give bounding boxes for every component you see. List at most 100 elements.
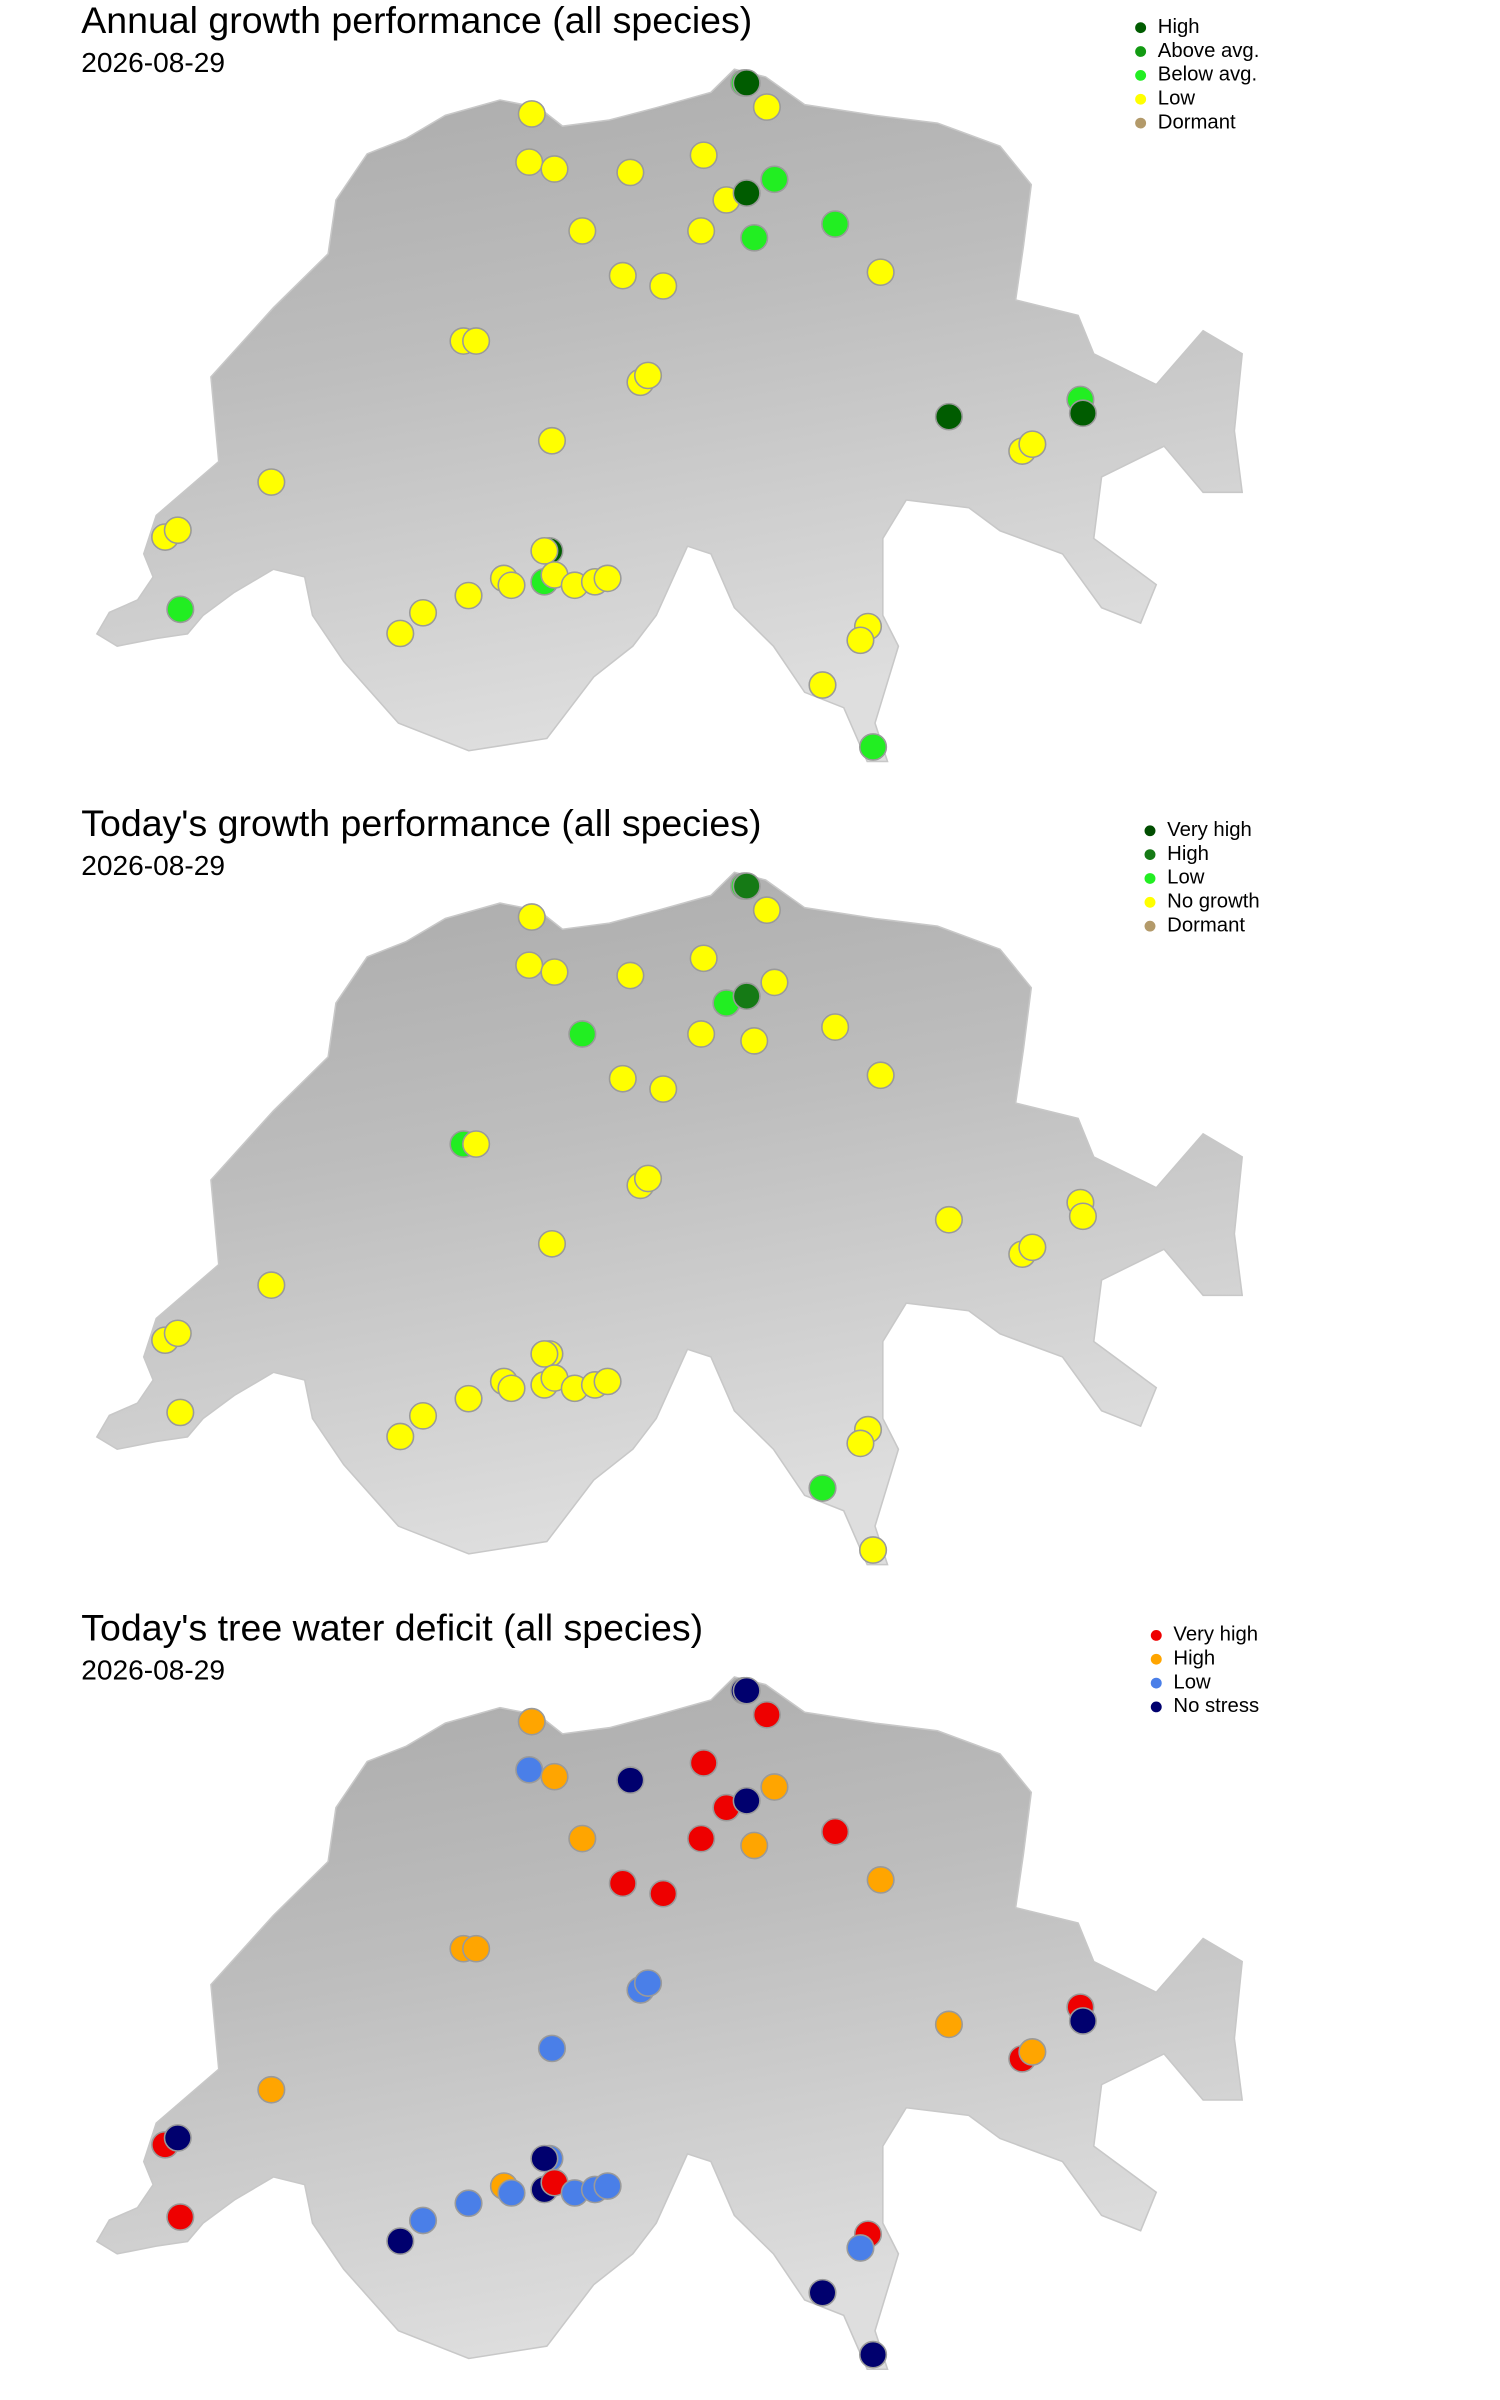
legend-label: Above avg.	[1158, 40, 1260, 62]
station-point	[649, 1075, 678, 1103]
legend-label: Low	[1158, 88, 1196, 110]
legend-label: No growth	[1167, 891, 1260, 913]
station-point	[515, 951, 544, 980]
station-point	[593, 1367, 622, 1396]
station-point	[846, 2234, 875, 2262]
legend-swatch	[1150, 1653, 1162, 1665]
legend-swatch	[1150, 1701, 1162, 1713]
station-point	[608, 1064, 637, 1093]
station-point	[740, 1027, 769, 1055]
station-point	[537, 1230, 567, 1258]
station-point	[808, 2278, 837, 2307]
station-point	[821, 1013, 850, 1041]
station-point	[649, 1879, 678, 1908]
station-point	[540, 155, 569, 183]
legend-label: Dormant	[1158, 111, 1236, 133]
legend-swatch	[1135, 93, 1147, 105]
station-point	[537, 2034, 567, 2063]
station-point	[408, 598, 438, 627]
station-point	[846, 1429, 875, 1458]
station-point	[866, 258, 895, 287]
station-point	[687, 217, 716, 245]
station-point	[408, 1402, 438, 1430]
station-point	[732, 1786, 761, 1815]
legend-swatch	[1144, 896, 1156, 908]
station-point	[462, 1130, 491, 1158]
station-point	[633, 1969, 663, 1997]
station-point	[633, 1164, 663, 1193]
legend-swatch	[1135, 70, 1147, 81]
legend-swatch	[1135, 117, 1147, 129]
legend-swatch	[1135, 46, 1147, 57]
station-point	[1068, 399, 1097, 428]
station-point	[530, 537, 559, 565]
map-date: 2026-08-29	[81, 47, 225, 78]
station-point	[934, 402, 963, 431]
station-point	[1018, 430, 1047, 459]
station-point	[163, 2124, 192, 2152]
station-point	[386, 619, 415, 648]
station-point	[386, 2227, 415, 2255]
station-point	[517, 100, 546, 128]
station-point	[732, 179, 761, 207]
station-point	[752, 896, 781, 924]
station-point	[859, 733, 888, 761]
station-point	[408, 2206, 438, 2235]
station-point	[257, 2075, 286, 2104]
map-title: Today's tree water deficit (all species)	[81, 1607, 703, 1649]
station-point	[163, 516, 192, 545]
station-point	[454, 581, 483, 610]
legend-swatch	[1144, 873, 1156, 884]
map-title: Annual growth performance (all species)	[81, 0, 752, 41]
station-point	[616, 961, 645, 990]
legend-label: Very high	[1173, 1624, 1258, 1646]
station-point	[732, 1676, 761, 1705]
station-point	[821, 210, 850, 238]
station-point	[593, 564, 622, 593]
legend-label: Below avg.	[1158, 64, 1257, 86]
station-point	[649, 272, 678, 300]
station-point	[166, 595, 195, 624]
station-point	[1018, 1233, 1047, 1262]
legend-label: High	[1173, 1648, 1215, 1670]
station-point	[866, 1061, 895, 1090]
station-point	[497, 2179, 526, 2207]
station-point	[859, 1536, 888, 1564]
station-point	[689, 1749, 718, 1777]
station-point	[687, 1020, 716, 1048]
station-point	[616, 158, 645, 187]
legend-label: No stress	[1173, 1695, 1259, 1717]
station-point	[934, 1205, 963, 1234]
station-point	[760, 1773, 789, 1801]
legend-swatch	[1150, 1677, 1162, 1689]
station-point	[515, 148, 544, 176]
station-point	[530, 2144, 559, 2173]
station-point	[163, 1319, 192, 1348]
station-point	[689, 141, 718, 170]
station-point	[821, 1817, 850, 1846]
station-point	[752, 93, 781, 121]
station-point	[166, 1398, 195, 1427]
station-point	[760, 968, 789, 997]
station-point	[732, 69, 761, 97]
station-point	[740, 223, 769, 252]
station-point	[517, 903, 546, 931]
legend-label: Dormant	[1167, 915, 1245, 937]
station-point	[608, 1869, 637, 1898]
station-point	[497, 571, 526, 600]
station-point	[257, 1271, 286, 1299]
station-point	[1068, 1202, 1097, 1231]
station-point	[760, 165, 789, 194]
station-point	[1068, 2007, 1097, 2035]
station-point	[497, 1374, 526, 1403]
legend-swatch	[1144, 849, 1156, 860]
legend-swatch	[1135, 22, 1147, 34]
station-point	[257, 468, 286, 496]
station-point	[593, 2172, 622, 2200]
station-point	[808, 1474, 837, 1502]
legend-label: High	[1167, 843, 1209, 865]
station-point	[462, 327, 491, 355]
